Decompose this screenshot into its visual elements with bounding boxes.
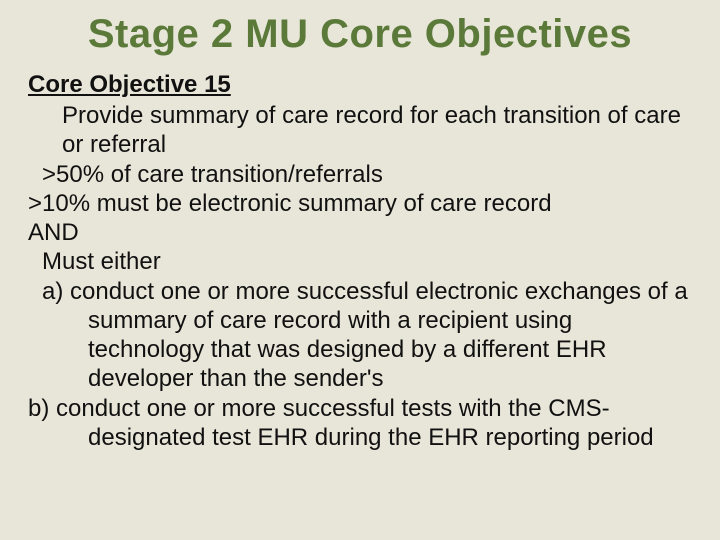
objective-heading: Core Objective 15 bbox=[28, 71, 692, 99]
line-must-either: Must either bbox=[28, 247, 692, 276]
line-threshold-50: >50% of care transition/referrals bbox=[28, 160, 692, 189]
line-threshold-10: >10% must be electronic summary of care … bbox=[28, 189, 692, 218]
line-option-a: a) conduct one or more successful electr… bbox=[28, 277, 692, 394]
line-and: AND bbox=[28, 218, 692, 247]
line-summary: Provide summary of care record for each … bbox=[28, 101, 692, 160]
slide-title: Stage 2 MU Core Objectives bbox=[28, 12, 692, 57]
line-option-b: b) conduct one or more successful tests … bbox=[28, 394, 692, 453]
